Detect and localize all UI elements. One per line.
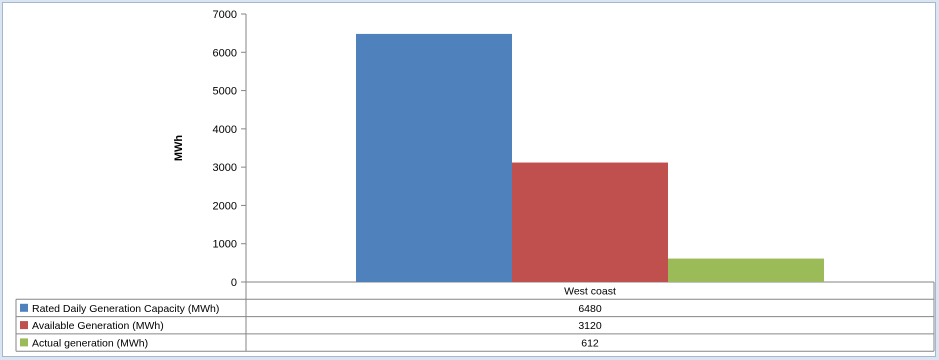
y-tick-label: 3000 bbox=[213, 162, 237, 174]
y-tick-label: 4000 bbox=[213, 124, 237, 136]
data-table: West coast Rated Daily Generation Capacit… bbox=[15, 282, 935, 352]
y-tick-label: 7000 bbox=[213, 9, 237, 21]
data-label: 6480 bbox=[578, 303, 602, 315]
y-tick-label: 5000 bbox=[213, 86, 237, 98]
bar bbox=[512, 162, 668, 282]
y-axis-label: MWh bbox=[173, 135, 185, 162]
legend-label: Available Generation (MWh) bbox=[32, 320, 164, 332]
bar bbox=[668, 258, 824, 282]
legend-label: Actual generation (MWh) bbox=[32, 337, 148, 349]
y-tick-label: 6000 bbox=[213, 47, 237, 59]
y-tick-label: 1000 bbox=[213, 239, 237, 251]
legend-label: Rated Daily Generation Capacity (MWh) bbox=[32, 303, 219, 315]
y-tick-label: 2000 bbox=[213, 200, 237, 212]
data-label: 3120 bbox=[578, 320, 602, 332]
y-axis-ticks: 0 1000 2000 3000 4000 5000 6000 7000 bbox=[213, 9, 246, 289]
legend-swatch bbox=[20, 338, 28, 347]
y-tick-label: 0 bbox=[231, 277, 237, 289]
bar bbox=[356, 33, 512, 283]
bars bbox=[356, 33, 824, 283]
category-label: West coast bbox=[564, 286, 616, 298]
legend-swatch bbox=[20, 303, 28, 312]
data-label: 612 bbox=[581, 337, 599, 349]
legend-swatch bbox=[20, 321, 28, 330]
